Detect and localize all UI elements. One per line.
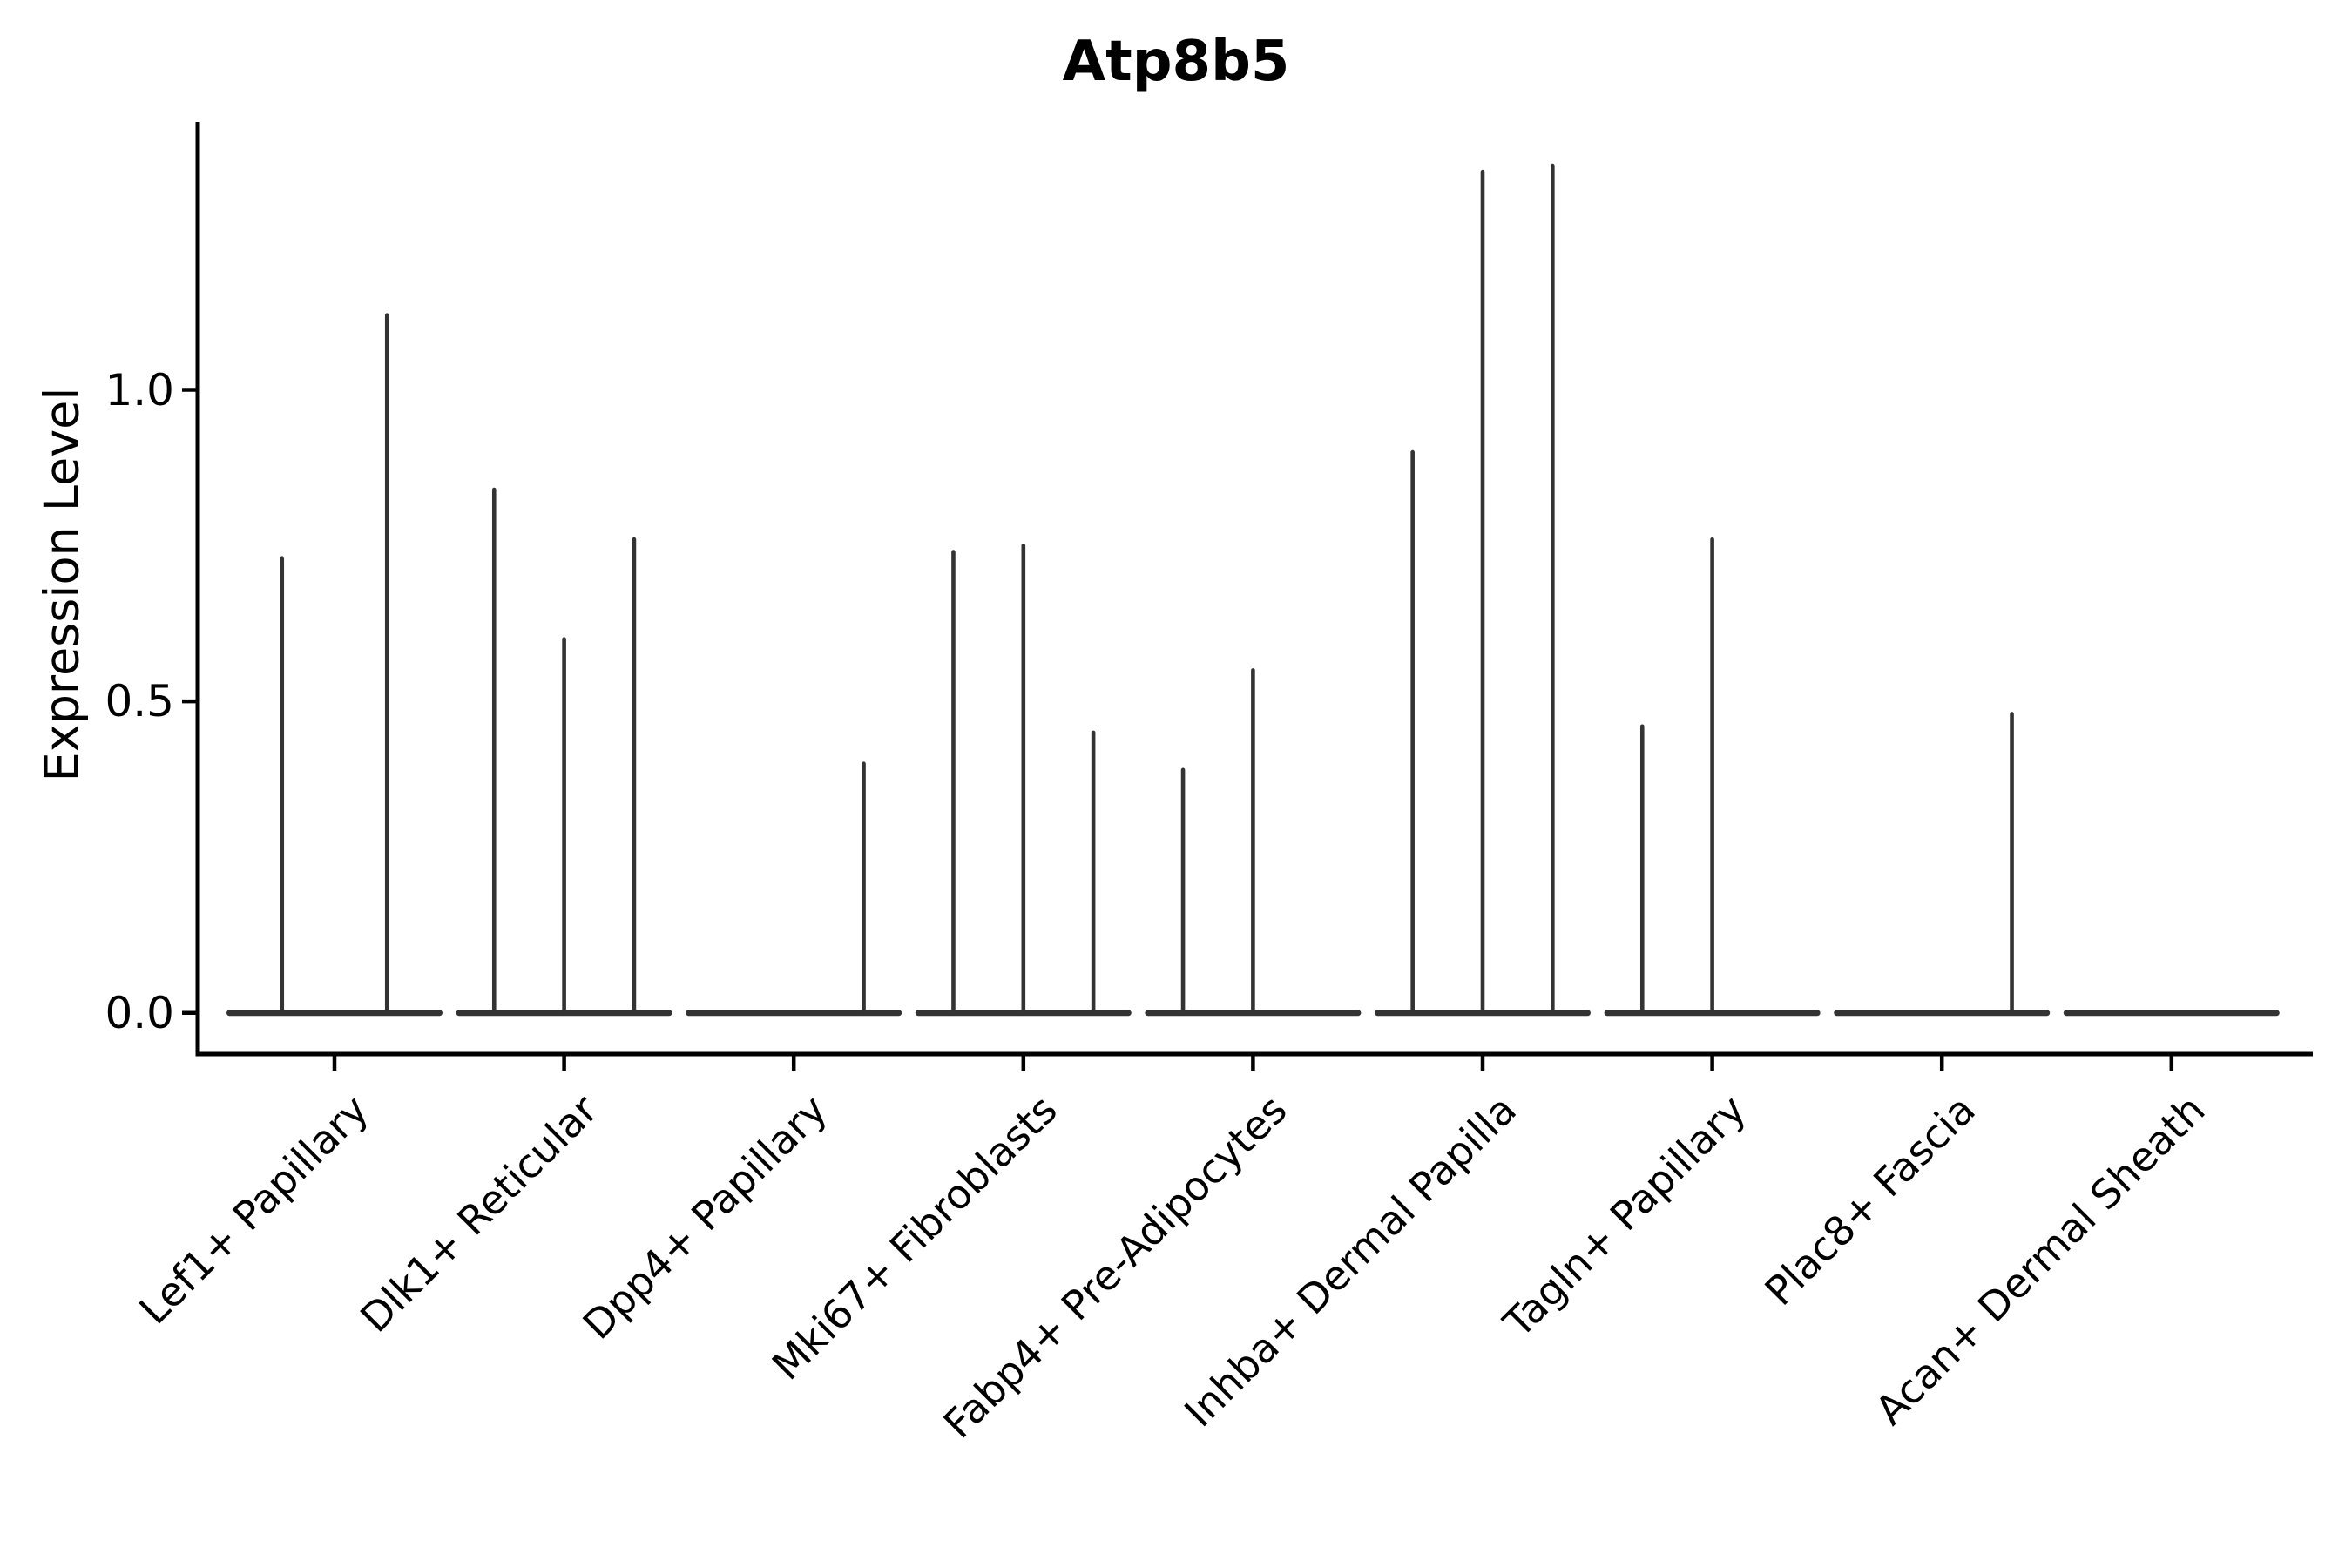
- plot-title: Atp8b5: [1062, 30, 1290, 94]
- y-tick-label: 0.5: [105, 676, 174, 727]
- y-tick-label: 0.0: [105, 987, 174, 1038]
- y-tick-label: 1.0: [105, 364, 174, 416]
